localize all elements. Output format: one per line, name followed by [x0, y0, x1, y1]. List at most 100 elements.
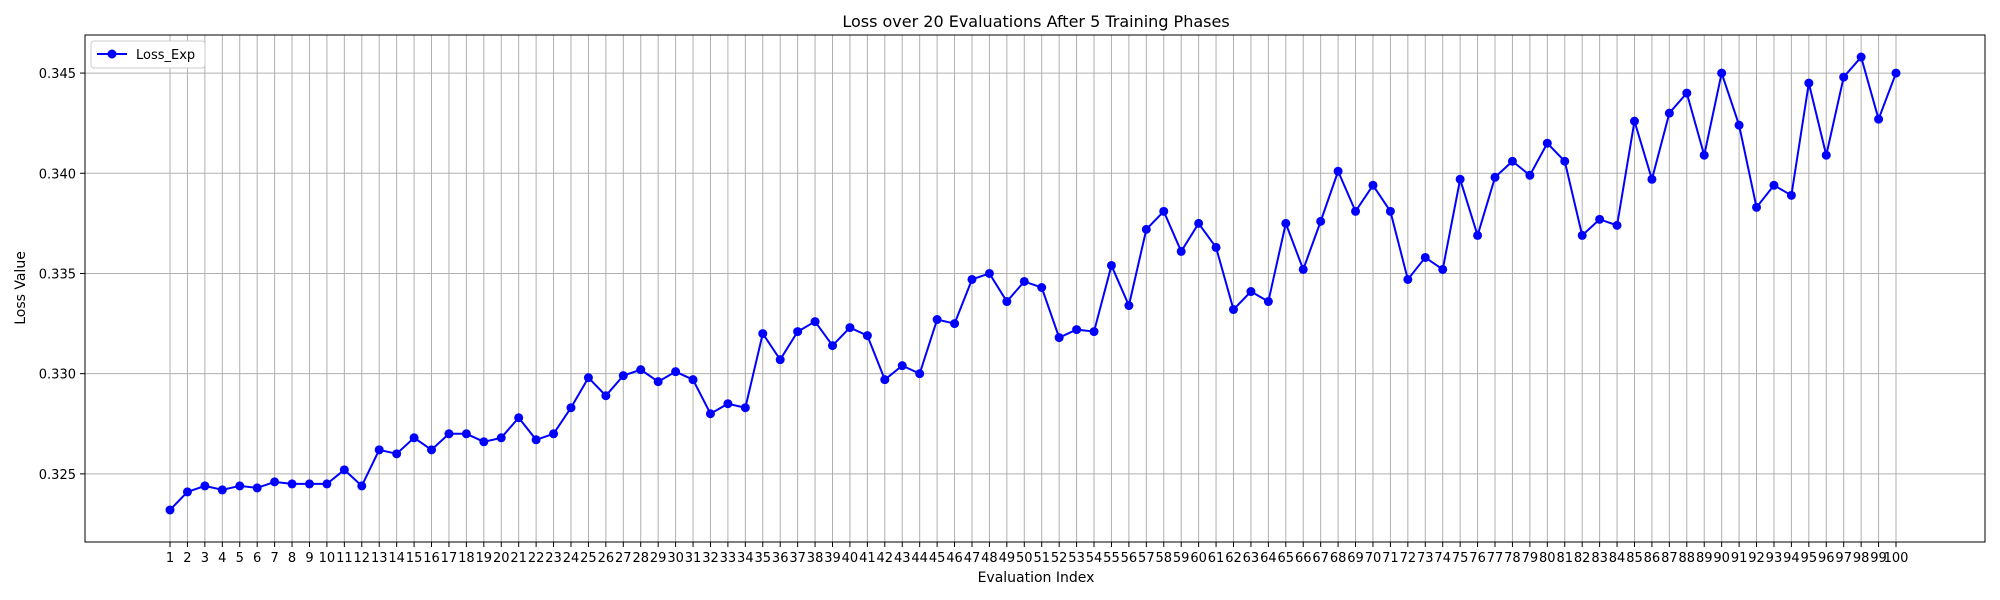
- data-point: [1769, 180, 1779, 190]
- x-tick-label: 8: [288, 551, 296, 566]
- x-tick-label: 33: [720, 551, 737, 566]
- x-tick-label: 69: [1347, 551, 1364, 566]
- x-tick-label: 4: [218, 551, 226, 566]
- x-tick-label: 24: [563, 551, 580, 566]
- data-point: [1734, 120, 1744, 130]
- data-point: [1752, 202, 1762, 212]
- data-point: [688, 375, 698, 385]
- data-point: [1856, 52, 1866, 62]
- data-point: [740, 403, 750, 413]
- data-point: [357, 481, 367, 491]
- data-point: [583, 373, 593, 383]
- data-point: [1351, 206, 1361, 216]
- data-point: [636, 365, 646, 375]
- data-point: [1194, 218, 1204, 228]
- x-tick-label: 50: [1016, 551, 1033, 566]
- data-point: [252, 483, 262, 493]
- data-point: [845, 323, 855, 333]
- data-point: [1682, 88, 1692, 98]
- data-point: [392, 449, 402, 459]
- x-tick-label: 56: [1121, 551, 1138, 566]
- x-tick-label: 47: [964, 551, 981, 566]
- grid-lines: [85, 35, 1985, 542]
- x-tick-label: 14: [388, 551, 405, 566]
- data-point: [1089, 327, 1099, 337]
- x-tick-label: 93: [1766, 551, 1783, 566]
- x-tick-label: 10: [319, 551, 336, 566]
- x-tick-label: 5: [236, 551, 244, 566]
- x-tick-label: 22: [528, 551, 545, 566]
- data-point: [775, 355, 785, 365]
- data-point: [1106, 260, 1116, 270]
- x-tick-label: 63: [1243, 551, 1260, 566]
- x-tick-label: 99: [1870, 551, 1887, 566]
- data-point: [1473, 230, 1483, 240]
- data-point: [1385, 206, 1395, 216]
- x-tick-label: 16: [423, 551, 440, 566]
- y-tick-label: 0.330: [39, 368, 76, 383]
- x-tick-label: 67: [1312, 551, 1329, 566]
- x-tick-label: 72: [1400, 551, 1417, 566]
- x-tick-label: 95: [1801, 551, 1818, 566]
- x-tick-label: 71: [1382, 551, 1399, 566]
- data-point: [374, 445, 384, 455]
- data-point: [932, 315, 942, 325]
- x-tick-label: 94: [1783, 551, 1800, 566]
- x-tick-label: 7: [270, 551, 278, 566]
- x-tick-label: 31: [685, 551, 702, 566]
- data-point: [1525, 170, 1535, 180]
- x-tick-label: 87: [1661, 551, 1678, 566]
- x-tick-label: 62: [1225, 551, 1242, 566]
- series-markers: [165, 52, 1901, 515]
- legend: Loss_Exp: [90, 40, 206, 69]
- data-point: [1455, 174, 1465, 184]
- x-tick-label: 41: [859, 551, 876, 566]
- data-point: [1176, 246, 1186, 256]
- x-tick-label: 48: [981, 551, 998, 566]
- x-tick-label: 6: [253, 551, 261, 566]
- data-point: [1839, 72, 1849, 82]
- x-tick-label: 100: [1884, 551, 1909, 566]
- x-tick-label: 90: [1713, 551, 1730, 566]
- y-tick-label: 0.325: [39, 468, 76, 483]
- data-point: [270, 477, 280, 487]
- data-point: [1002, 297, 1012, 307]
- data-point: [496, 433, 506, 443]
- data-point: [1612, 220, 1622, 230]
- y-axis-label: Loss Value: [13, 251, 29, 325]
- x-tick-label: 75: [1452, 551, 1469, 566]
- x-tick-label: 78: [1504, 551, 1521, 566]
- x-tick-label: 52: [1051, 551, 1068, 566]
- data-point: [1647, 174, 1657, 184]
- x-tick-label: 27: [615, 551, 632, 566]
- data-point: [828, 341, 838, 351]
- data-point: [182, 487, 192, 497]
- data-point: [810, 317, 820, 327]
- data-point: [1420, 252, 1430, 262]
- x-tick-label: 28: [632, 551, 649, 566]
- x-tick-label: 12: [354, 551, 371, 566]
- x-tick-label: 57: [1138, 551, 1155, 566]
- x-tick-label: 55: [1103, 551, 1120, 566]
- x-tick-label: 11: [336, 551, 353, 566]
- data-point: [1786, 190, 1796, 200]
- data-point: [950, 319, 960, 329]
- data-point: [339, 465, 349, 475]
- x-tick-label: 68: [1330, 551, 1347, 566]
- data-point: [217, 485, 227, 495]
- data-point: [1717, 68, 1727, 78]
- x-tick-label: 98: [1853, 551, 1870, 566]
- x-tick-label: 2: [183, 551, 191, 566]
- x-tick-label: 96: [1818, 551, 1835, 566]
- data-point: [1560, 156, 1570, 166]
- x-tick-label: 40: [842, 551, 859, 566]
- x-tick-label: 51: [1033, 551, 1050, 566]
- data-point: [1246, 287, 1256, 297]
- data-point: [1281, 218, 1291, 228]
- x-tick-label: 9: [305, 551, 313, 566]
- data-point: [862, 331, 872, 341]
- chart-title: Loss over 20 Evaluations After 5 Trainin…: [842, 12, 1229, 31]
- data-point: [705, 409, 715, 419]
- data-point: [1490, 172, 1500, 182]
- data-point: [967, 274, 977, 284]
